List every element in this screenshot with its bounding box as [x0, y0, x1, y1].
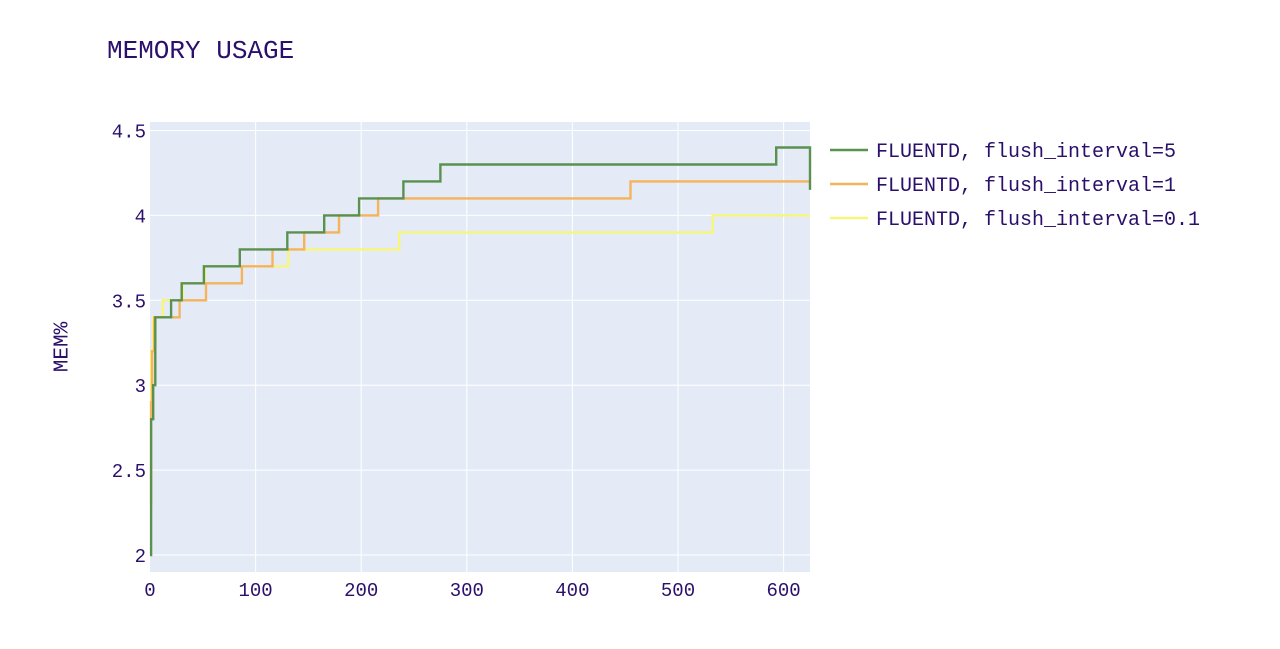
x-tick-label: 0 — [144, 580, 155, 602]
x-axis-ticks: 0 100 200 300 400 500 600 — [144, 580, 800, 602]
y-axis-title: MEM% — [52, 321, 75, 372]
y-tick-label: 2 — [135, 546, 146, 568]
x-tick-label: 200 — [344, 580, 378, 602]
series-line — [149, 180, 810, 506]
series-line — [149, 146, 812, 557]
y-tick-label: 3 — [135, 376, 146, 398]
x-tick-label: 400 — [555, 580, 589, 602]
x-tick-label: 500 — [661, 580, 695, 602]
legend-label: FLUENTD, flush_interval=0.1 — [876, 209, 1200, 232]
series-lines — [149, 146, 812, 557]
x-tick-label: 600 — [766, 580, 800, 602]
y-tick-label: 4 — [135, 206, 146, 228]
legend-label: FLUENTD, flush_interval=1 — [876, 175, 1176, 198]
y-axis-ticks: 2 2.5 3 3.5 4 4.5 — [112, 121, 146, 568]
chart-title: MEMORY USAGE — [107, 36, 294, 66]
y-tick-label: 3.5 — [112, 291, 146, 313]
x-tick-label: 300 — [450, 580, 484, 602]
y-tick-label: 2.5 — [112, 461, 146, 483]
legend: FLUENTD, flush_interval=5 FLUENTD, flush_… — [830, 141, 1200, 232]
grid-lines — [150, 122, 810, 572]
x-tick-label: 100 — [238, 580, 272, 602]
plot-area — [150, 122, 810, 572]
legend-label: FLUENTD, flush_interval=5 — [876, 141, 1176, 164]
y-tick-label: 4.5 — [112, 121, 146, 143]
